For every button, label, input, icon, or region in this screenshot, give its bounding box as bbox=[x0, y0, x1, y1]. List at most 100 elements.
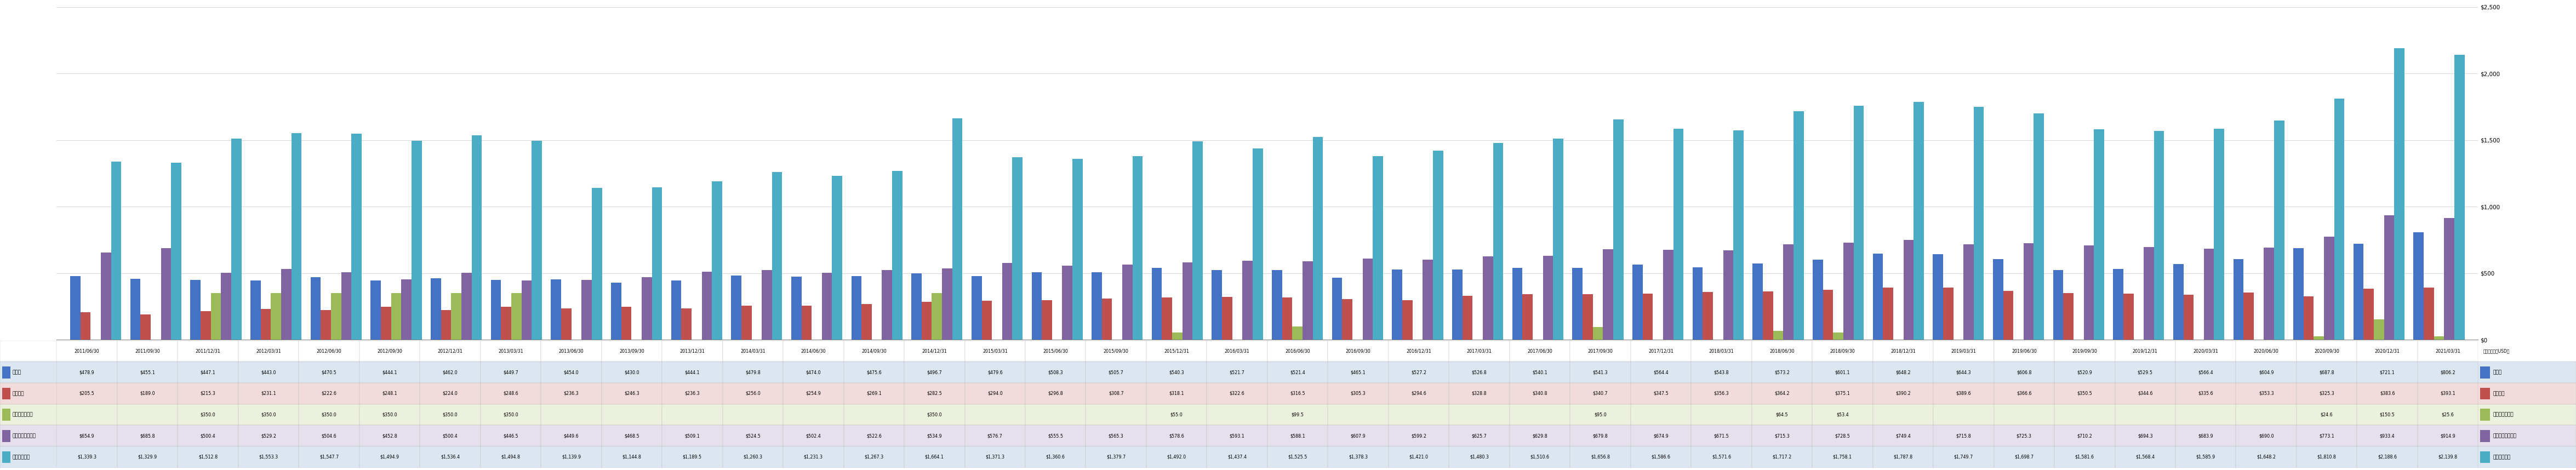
Bar bbox=[1543, 256, 1553, 340]
Bar bbox=[783, 341, 845, 362]
Text: $25.6: $25.6 bbox=[2442, 412, 2455, 417]
Bar bbox=[1752, 404, 1814, 425]
Bar bbox=[1932, 254, 1942, 340]
Bar bbox=[2154, 131, 2164, 340]
Bar bbox=[1814, 446, 1873, 468]
Text: 買掛金: 買掛金 bbox=[13, 370, 21, 375]
Bar bbox=[111, 162, 121, 340]
Bar bbox=[2481, 430, 2491, 442]
Bar bbox=[1252, 149, 1262, 340]
Bar bbox=[981, 300, 992, 340]
Bar bbox=[904, 383, 963, 404]
Text: $601.1: $601.1 bbox=[1834, 370, 1850, 375]
Text: $1,510.6: $1,510.6 bbox=[1530, 454, 1548, 460]
Text: $269.1: $269.1 bbox=[866, 391, 881, 396]
Bar bbox=[1814, 259, 1824, 340]
Text: 2016/09/30: 2016/09/30 bbox=[1345, 349, 1370, 353]
Bar bbox=[1450, 404, 1510, 425]
Text: $430.0: $430.0 bbox=[623, 370, 639, 375]
Bar bbox=[1329, 446, 1388, 468]
Bar bbox=[2298, 383, 2357, 404]
Bar bbox=[178, 446, 237, 468]
Bar bbox=[711, 181, 721, 340]
Bar bbox=[2094, 129, 2105, 340]
Bar bbox=[1206, 362, 1267, 383]
Text: $500.4: $500.4 bbox=[443, 433, 459, 439]
Text: $1,787.8: $1,787.8 bbox=[1893, 454, 1911, 460]
Bar bbox=[1267, 341, 1329, 362]
Text: $465.1: $465.1 bbox=[1350, 370, 1365, 375]
Text: $222.6: $222.6 bbox=[322, 391, 337, 396]
Bar bbox=[603, 341, 662, 362]
Text: 2019/06/30: 2019/06/30 bbox=[2012, 349, 2038, 353]
Bar bbox=[1914, 102, 1924, 340]
Bar bbox=[721, 446, 783, 468]
Bar bbox=[822, 273, 832, 340]
Bar bbox=[299, 425, 361, 446]
Bar bbox=[1363, 259, 1373, 340]
Text: $99.5: $99.5 bbox=[1291, 412, 1303, 417]
Bar bbox=[2115, 446, 2177, 468]
Text: 2013/06/30: 2013/06/30 bbox=[559, 349, 585, 353]
Text: $316.5: $316.5 bbox=[1291, 391, 1306, 396]
Bar bbox=[2357, 362, 2416, 383]
Bar bbox=[461, 273, 471, 340]
Bar bbox=[299, 362, 361, 383]
Bar bbox=[1963, 244, 1973, 340]
Bar bbox=[1450, 362, 1510, 383]
Bar bbox=[232, 138, 242, 340]
Bar bbox=[1510, 404, 1571, 425]
Bar bbox=[1834, 332, 1844, 340]
Text: $350.0: $350.0 bbox=[322, 412, 337, 417]
Bar bbox=[662, 425, 721, 446]
Text: $1,758.1: $1,758.1 bbox=[1834, 454, 1852, 460]
Bar bbox=[891, 171, 902, 340]
Bar bbox=[312, 277, 322, 340]
Text: $53.4: $53.4 bbox=[1837, 412, 1850, 417]
Bar bbox=[1388, 362, 1450, 383]
Bar bbox=[330, 293, 340, 340]
Bar bbox=[1873, 253, 1883, 340]
Bar bbox=[1388, 341, 1450, 362]
Text: $1,568.4: $1,568.4 bbox=[2136, 454, 2154, 460]
Text: $95.0: $95.0 bbox=[1595, 412, 1607, 417]
Bar bbox=[1994, 404, 2056, 425]
Bar bbox=[603, 362, 662, 383]
Text: $449.6: $449.6 bbox=[564, 433, 580, 439]
Bar bbox=[2313, 337, 2324, 340]
Bar bbox=[2115, 404, 2177, 425]
Bar bbox=[783, 404, 845, 425]
Bar bbox=[904, 425, 963, 446]
Bar bbox=[2213, 129, 2223, 340]
Bar bbox=[1025, 446, 1087, 468]
Text: $350.0: $350.0 bbox=[260, 412, 276, 417]
Bar bbox=[2056, 362, 2115, 383]
Bar bbox=[1752, 362, 1814, 383]
Bar bbox=[2177, 383, 2236, 404]
Bar bbox=[1932, 404, 1994, 425]
Bar bbox=[2455, 55, 2465, 340]
Bar bbox=[1814, 425, 1873, 446]
Bar bbox=[1206, 383, 1267, 404]
Text: $648.2: $648.2 bbox=[1896, 370, 1911, 375]
Bar bbox=[1267, 404, 1329, 425]
Bar bbox=[963, 446, 1025, 468]
Bar bbox=[2416, 404, 2478, 425]
Text: $294.0: $294.0 bbox=[987, 391, 1002, 396]
Bar bbox=[904, 446, 963, 468]
Bar bbox=[1206, 404, 1267, 425]
Bar bbox=[860, 304, 871, 340]
Bar bbox=[662, 362, 721, 383]
Text: 2012/09/30: 2012/09/30 bbox=[376, 349, 402, 353]
Bar bbox=[1391, 269, 1401, 340]
Text: $64.5: $64.5 bbox=[1775, 412, 1788, 417]
Bar bbox=[1994, 362, 2056, 383]
Bar bbox=[1146, 383, 1206, 404]
Bar bbox=[2143, 247, 2154, 340]
Text: $479.6: $479.6 bbox=[987, 370, 1002, 375]
Bar bbox=[603, 404, 662, 425]
Bar bbox=[1388, 425, 1450, 446]
Bar bbox=[222, 273, 232, 340]
Bar bbox=[2244, 293, 2254, 340]
Bar bbox=[1510, 425, 1571, 446]
